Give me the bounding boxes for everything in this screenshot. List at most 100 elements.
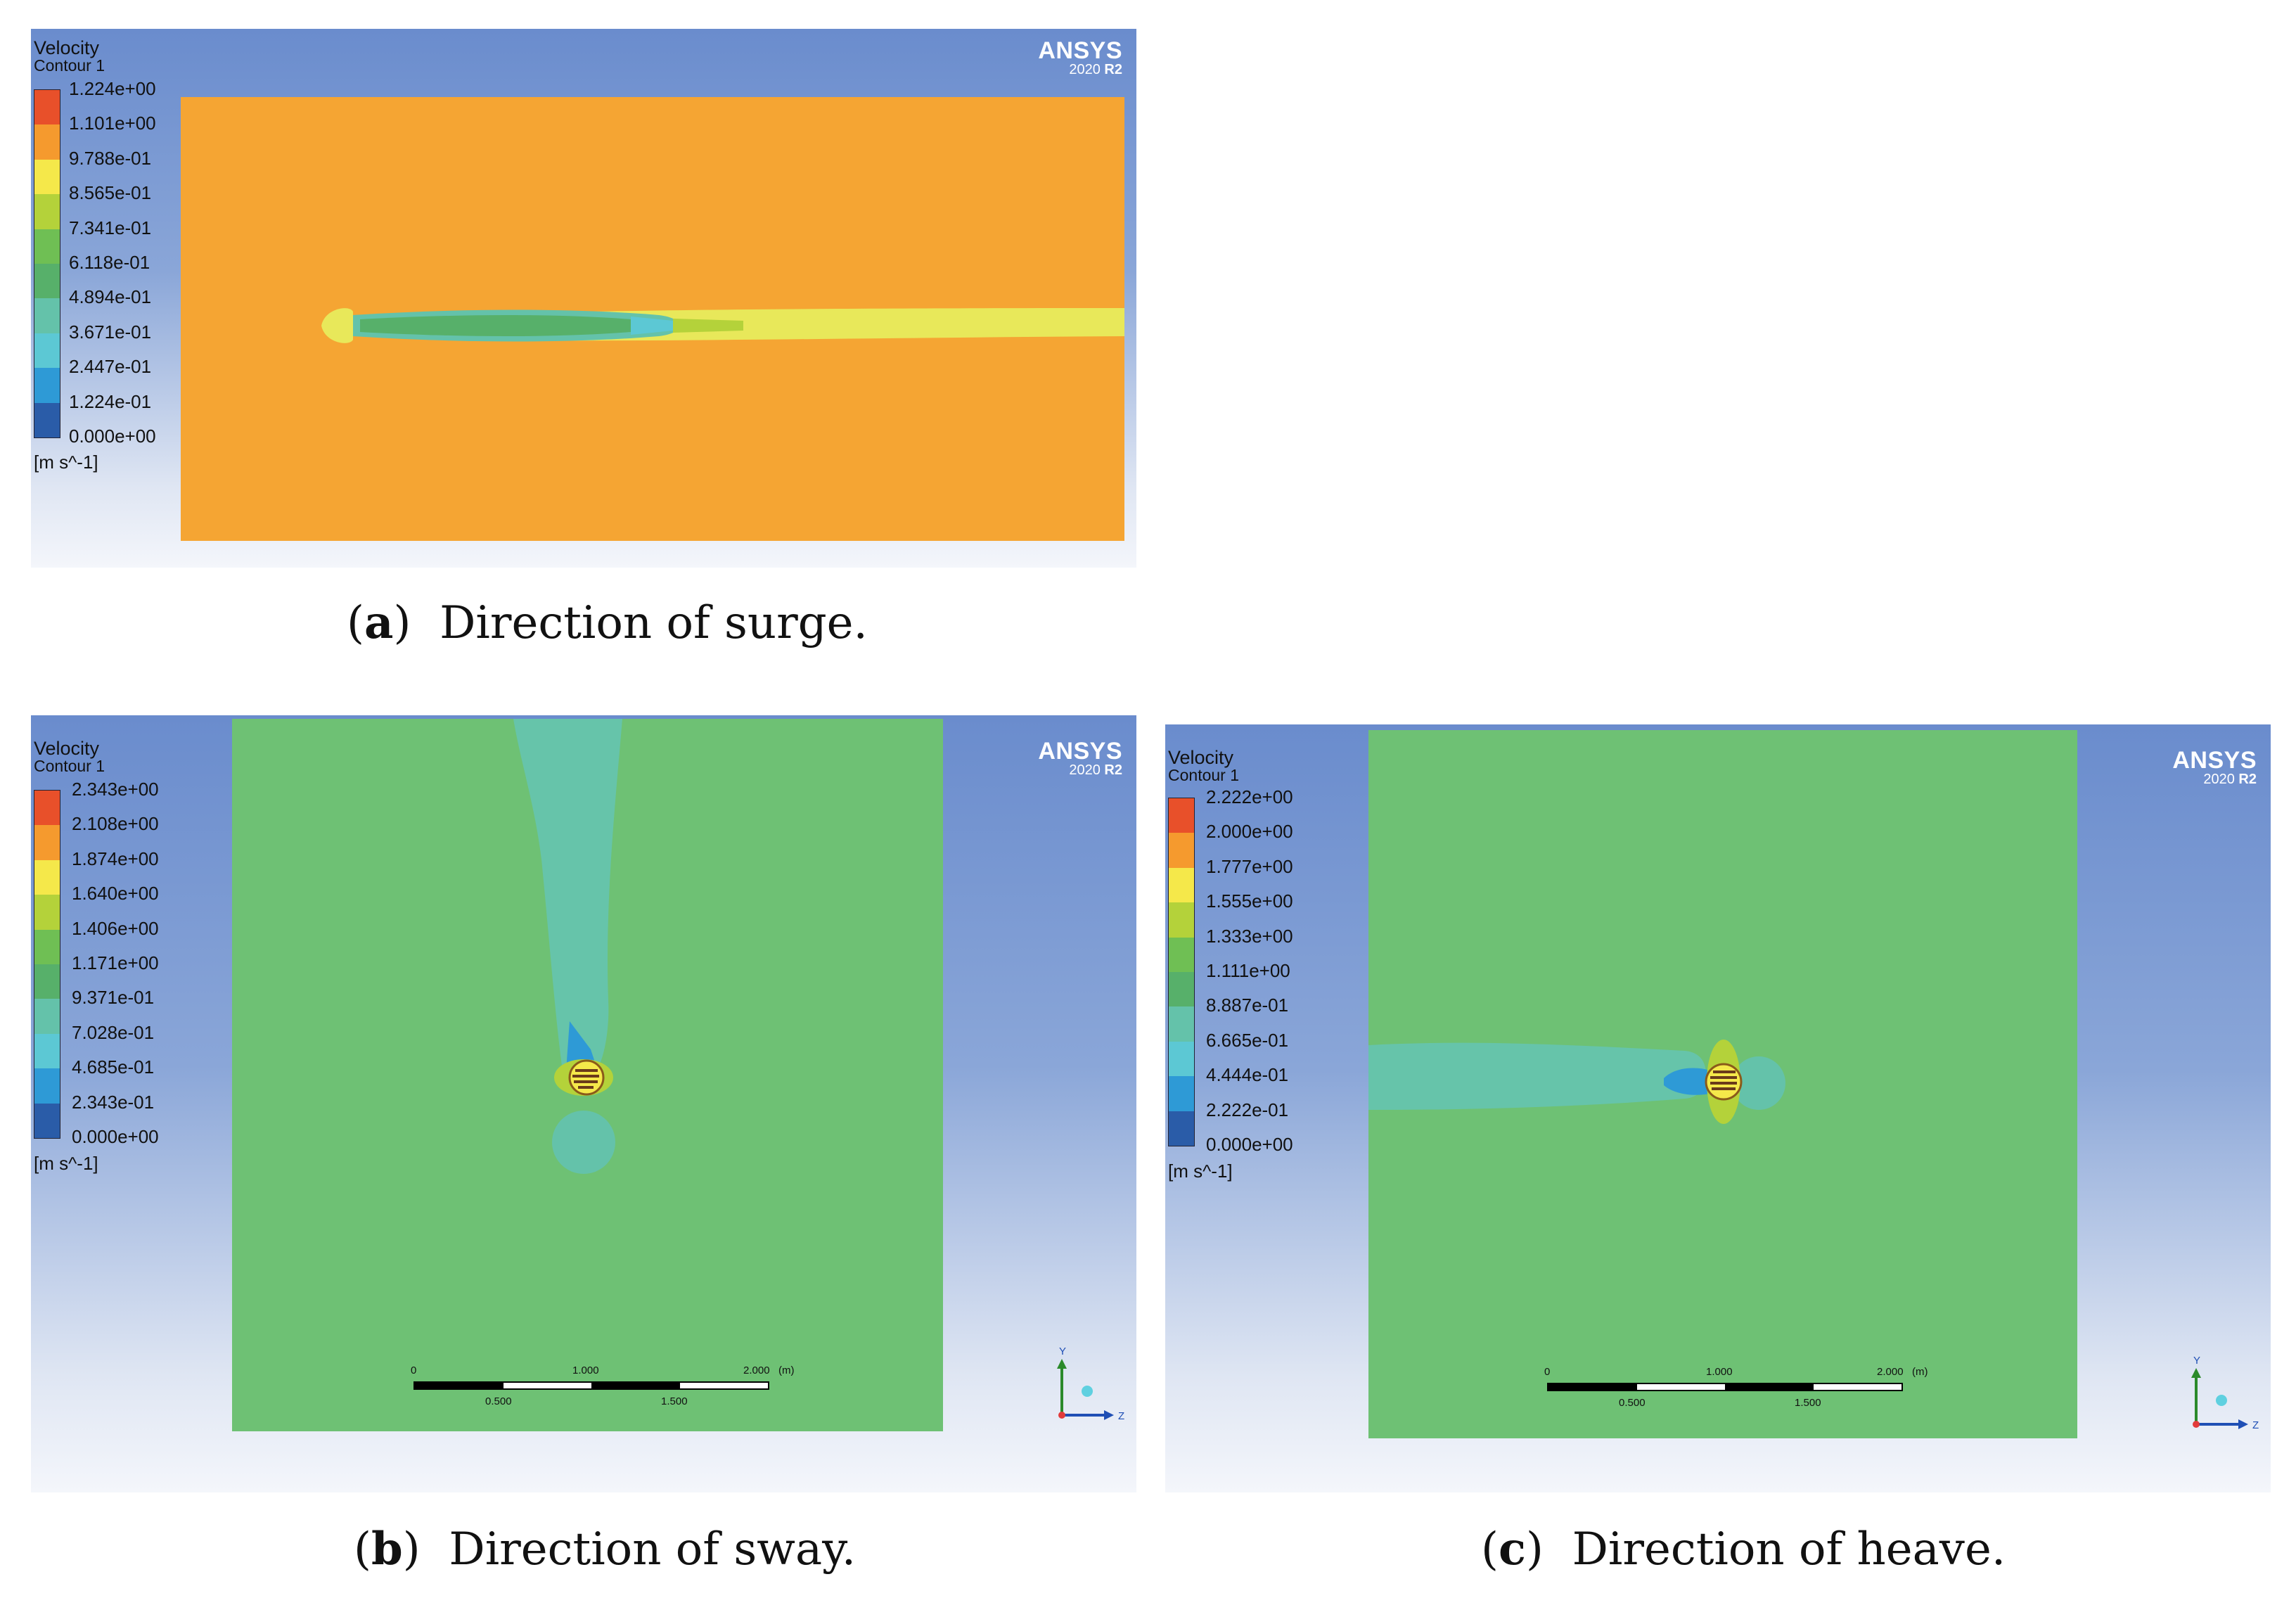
colorbar-tick-label: 2.447e-01 [69,356,152,378]
colorbar-swatch [34,964,60,999]
axis-triad: Y Z [1051,1345,1131,1426]
ansys-logo: ANSYS 2020 R2 [1038,738,1122,778]
vehicle-outline [1705,1063,1743,1101]
colorbar-tick-label: 2.222e+00 [1206,786,1293,807]
stagnation-region [552,1111,615,1174]
bow-stagnation-region [321,308,353,343]
colorbar-swatch [34,124,60,160]
colorbar-swatch [1169,1006,1194,1042]
y-axis-label: Y [1059,1345,1066,1357]
colorbar-tick-label: 1.171e+00 [72,952,159,973]
near-wake-region [673,319,743,333]
colorbar-swatch [34,1068,60,1104]
colorbar-swatch [34,1033,60,1069]
flow-domain-surge [181,97,1124,541]
contour-panel-sway: Velocity Contour 1 [m s^-1] ANSYS 2020 R… [31,715,1136,1492]
colorbar-swatch [1169,1111,1194,1146]
contour-panel-heave: Velocity Contour 1 [m s^-1] ANSYS 2020 R… [1165,724,2271,1492]
colorbar-tick-label: 4.894e-01 [69,286,152,308]
colorbar-tick-label: 1.224e+00 [69,78,156,99]
colorbar-swatch [1169,971,1194,1007]
colorbar-tick-label: 8.565e-01 [69,182,152,204]
colorbar-tick-label: 1.640e+00 [72,883,159,905]
wake-region [1368,1042,1706,1110]
colorbar-swatch [34,159,60,195]
colorbar-tick-label: 7.028e-01 [72,1021,155,1043]
flow-domain-heave [1368,730,2077,1438]
colorbar-swatch [34,791,60,826]
colorbar [34,790,60,1139]
ansys-logo: ANSYS 2020 R2 [2172,747,2257,787]
colorbar-swatch [1169,902,1194,938]
colorbar-tick-label: 8.887e-01 [1206,995,1289,1016]
caption-c: (c) Direction of heave. [1481,1523,2006,1575]
colorbar-tick-label: 9.371e-01 [72,987,155,1009]
contour-panel-surge: Velocity Contour 1 [m s^-1] ANSYS 2020 R… [31,29,1136,568]
colorbar-tick-label: 4.444e-01 [1206,1064,1289,1086]
colorbar-swatch [34,90,60,125]
low-velocity-region [566,1021,598,1070]
colorbar-tick-label: 0.000e+00 [69,426,156,447]
colorbar-tick-label: 6.118e-01 [69,252,150,273]
caption-a: (a) Direction of surge. [347,596,868,649]
colorbar-swatch [1169,1076,1194,1111]
colorbar-tick-label: 1.333e+00 [1206,925,1293,947]
stern-region [631,317,673,335]
colorbar-tick-label: 2.343e-01 [72,1091,155,1113]
vehicle-stripes [572,1069,599,1089]
unit-label: [m s^-1] [1168,1161,1233,1182]
colorbar-tick-label: 3.671e-01 [69,321,152,343]
legend-title: Velocity Contour 1 [34,738,105,775]
colorbar-tick-label: 2.343e+00 [72,779,159,800]
legend-title: Velocity Contour 1 [34,37,105,75]
colorbar-swatch [1169,1041,1194,1077]
colorbar-tick-label: 0.000e+00 [1206,1134,1293,1155]
legend-title: Velocity Contour 1 [1168,747,1240,784]
colorbar-swatch [34,368,60,403]
caption-b: (b) Direction of sway. [354,1523,857,1575]
low-velocity-region [1664,1068,1720,1095]
unit-label: [m s^-1] [34,1153,98,1174]
velocity-contour-heave [1368,730,2077,1438]
colorbar-swatch [1169,937,1194,972]
z-axis-label: Z [1118,1410,1124,1422]
velocity-contour-surge [181,97,1124,541]
colorbar [34,89,60,438]
colorbar-tick-label: 0.000e+00 [72,1126,159,1147]
colorbar-swatch [34,333,60,369]
colorbar-swatch [1169,798,1194,833]
colorbar-swatch [34,263,60,299]
colorbar-swatch [34,859,60,895]
colorbar-swatch [34,194,60,229]
unit-label: [m s^-1] [34,452,98,473]
colorbar-tick-label: 2.108e+00 [72,813,159,835]
colorbar-tick-label: 1.777e+00 [1206,855,1293,877]
flow-domain-sway [232,719,943,1431]
vehicle-outline [568,1059,605,1096]
y-axis-label: Y [2193,1355,2200,1367]
colorbar-tick-label: 9.788e-01 [69,147,152,169]
colorbar-tick-label: 1.111e+00 [1206,960,1290,981]
colorbar-tick-label: 2.222e-01 [1206,1099,1289,1120]
stagnation-region [1732,1056,1785,1110]
colorbar-tick-label: 2.000e+00 [1206,821,1293,843]
velocity-contour-sway [232,719,943,1431]
axis-triad: Y Z [2185,1354,2266,1435]
colorbar-tick-label: 1.555e+00 [1206,890,1293,912]
colorbar-swatch [34,929,60,964]
colorbar [1168,798,1195,1146]
colorbar-swatch [34,402,60,437]
colorbar-tick-label: 6.665e-01 [1206,1029,1289,1051]
colorbar-swatch [1169,867,1194,903]
scale-bar: 0 1.000 2.000 (m) 0.500 1.500 [1544,1366,1928,1409]
colorbar-swatch [34,825,60,860]
vehicle-stripes [1710,1070,1737,1090]
colorbar-swatch [1169,833,1194,868]
colorbar-tick-label: 1.406e+00 [72,917,159,939]
colorbar-swatch [34,895,60,930]
hull-body [360,315,641,336]
colorbar-swatch [34,999,60,1034]
ansys-logo: ANSYS 2020 R2 [1038,37,1122,77]
scale-bar: 0 1.000 2.000 (m) 0.500 1.500 [411,1364,795,1407]
colorbar-swatch [34,1103,60,1138]
